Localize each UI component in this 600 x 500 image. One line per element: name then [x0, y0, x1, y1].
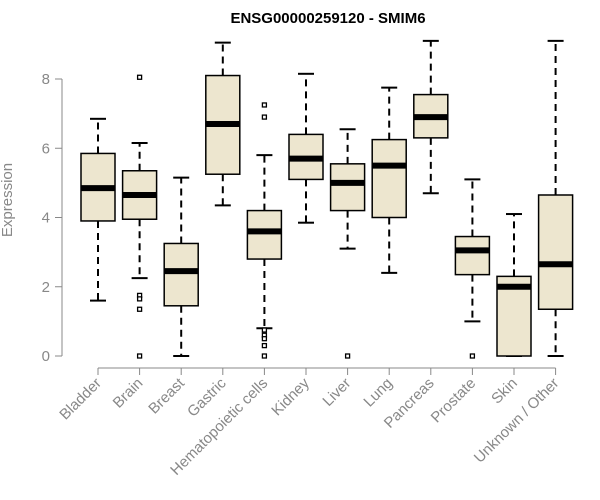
y-axis: 0 2 4 6 8 [42, 71, 63, 365]
box-lung [371, 86, 407, 274]
box-rect [454, 235, 491, 276]
x-tick-label: Liver [319, 375, 354, 410]
outlier-point [261, 353, 268, 359]
x-tick-label: Breast [145, 374, 188, 417]
chart-title: ENSG00000259120 - SMIM6 [230, 10, 425, 27]
outlier-point [261, 336, 268, 342]
box-kidney [288, 72, 324, 224]
box-prostate [454, 178, 491, 359]
box-hematopoietic-cells [246, 102, 283, 359]
box-gastric [205, 41, 241, 207]
outlier-point [136, 74, 143, 80]
box-liver [329, 128, 366, 359]
outlier-point [136, 353, 143, 359]
x-tick-label: Kidney [268, 374, 313, 419]
y-tick-label: 8 [42, 71, 50, 88]
y-axis-label: Expression [0, 163, 16, 237]
box-bladder [80, 117, 116, 302]
outlier-point [344, 353, 351, 359]
y-tick-label: 2 [42, 279, 50, 296]
box-pancreas [413, 39, 449, 195]
box-unknown-other [537, 39, 574, 357]
x-tick-label: Lung [360, 375, 396, 411]
x-tick-label: Prostate [428, 375, 480, 427]
box-skin [496, 213, 532, 357]
outlier-point [261, 102, 268, 108]
box-rect [371, 138, 407, 219]
y-tick-label: 6 [42, 140, 50, 157]
box-brain [121, 74, 158, 359]
outlier-point [261, 342, 268, 349]
outlier-point [261, 114, 268, 120]
box-rect [163, 242, 199, 307]
x-tick-label: Bladder [56, 375, 105, 424]
box-rect [537, 194, 574, 311]
x-tick-label: Brain [110, 375, 147, 412]
outlier-point [469, 353, 476, 359]
outlier-point [136, 306, 143, 312]
boxes-group [80, 39, 574, 359]
outlier-point [261, 327, 268, 333]
box-rect [246, 209, 283, 260]
box-breast [163, 176, 199, 357]
x-tick-label: Skin [488, 375, 521, 408]
y-tick-label: 0 [42, 348, 50, 365]
box-rect [329, 163, 366, 212]
outlier-point [136, 296, 143, 302]
y-tick-label: 4 [42, 210, 50, 227]
